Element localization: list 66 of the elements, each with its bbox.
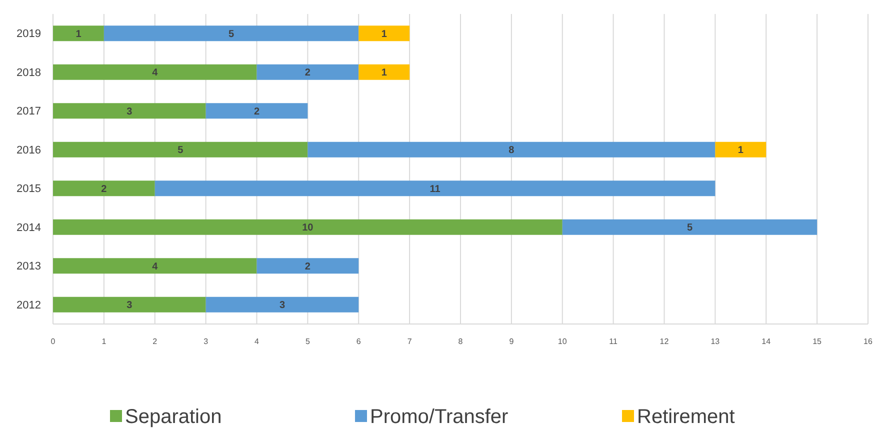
y-tick-label: 2017 (16, 106, 41, 118)
data-label: 10 (302, 222, 314, 234)
x-tick-label: 0 (50, 337, 56, 346)
x-tick-label: 15 (812, 337, 822, 346)
data-label: 2 (304, 68, 311, 79)
x-tick-label: 13 (710, 337, 720, 346)
x-tick-label: 3 (204, 337, 209, 346)
bar (206, 103, 308, 119)
data-label: 3 (126, 300, 133, 312)
data-label: 5 (686, 222, 693, 234)
x-tick-label: 4 (254, 337, 260, 346)
x-tick-label: 8 (458, 337, 464, 346)
data-label: 3 (126, 106, 133, 118)
bar (53, 103, 206, 119)
data-label: 5 (178, 145, 184, 156)
bar (308, 142, 716, 158)
data-label: 1 (381, 68, 388, 79)
x-tick-label: 1 (102, 337, 107, 346)
x-tick-label: 6 (356, 337, 362, 346)
bar (256, 258, 359, 274)
data-label: 11 (430, 184, 441, 195)
x-tick-label: 9 (509, 337, 514, 346)
y-tick-label: 2013 (16, 260, 41, 273)
legend-label: Promo/Transfer (370, 406, 509, 428)
data-label: 1 (76, 28, 82, 40)
data-label: 1 (738, 145, 744, 156)
bar (562, 219, 818, 235)
x-tick-label: 10 (558, 337, 568, 346)
data-label: 2 (101, 184, 108, 195)
x-tick-label: 11 (609, 337, 618, 346)
bar (53, 26, 104, 42)
data-label: 8 (508, 145, 515, 156)
bar (358, 26, 410, 42)
x-tick-label: 14 (762, 337, 772, 346)
x-tick-label: 7 (407, 337, 412, 346)
legend-label: Retirement (637, 406, 736, 428)
y-tick-label: 2012 (16, 299, 41, 312)
data-label: 5 (228, 28, 234, 40)
y-tick-label: 2019 (16, 28, 41, 40)
data-label: 2 (304, 261, 311, 272)
data-label: 2 (254, 106, 260, 118)
y-tick-label: 2016 (16, 144, 41, 156)
x-tick-label: 16 (864, 337, 873, 346)
y-tick-label: 2014 (16, 222, 41, 234)
data-label: 3 (279, 300, 286, 312)
bar (715, 142, 766, 158)
bar (53, 296, 206, 312)
y-tick-label: 2015 (16, 183, 41, 196)
bar (53, 219, 562, 235)
bar (256, 64, 359, 80)
x-tick-label: 2 (152, 337, 158, 346)
data-label: 4 (152, 261, 158, 272)
bar (206, 296, 359, 312)
bar (358, 64, 410, 80)
bar (53, 258, 257, 274)
x-tick-label: 5 (305, 337, 310, 346)
data-label: 4 (152, 68, 158, 79)
y-tick-label: 2018 (16, 66, 41, 79)
bar (53, 180, 155, 196)
bar (53, 64, 257, 80)
x-tick-label: 12 (660, 337, 670, 346)
bar (154, 180, 716, 196)
legend-label: Separation (125, 406, 222, 428)
data-label: 1 (381, 28, 388, 40)
bar (53, 142, 308, 158)
bar (104, 26, 359, 42)
